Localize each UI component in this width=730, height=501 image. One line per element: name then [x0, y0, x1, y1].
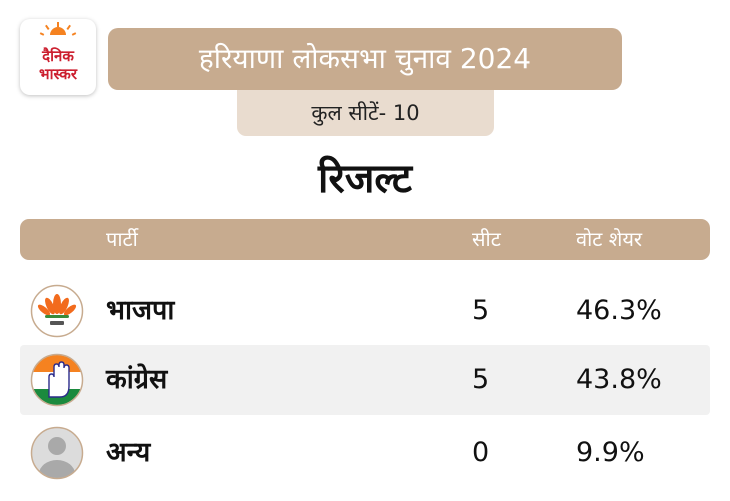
- party-name: अन्य: [106, 437, 151, 468]
- page-title: हरियाणा लोकसभा चुनाव 2024: [108, 28, 622, 90]
- hand-icon: [30, 353, 84, 407]
- vote-share: 46.3%: [576, 295, 662, 326]
- seat-count: 5: [472, 364, 490, 395]
- table-row: भाजपा 5 46.3%: [20, 276, 710, 346]
- party-name: कांग्रेस: [106, 364, 168, 395]
- sun-icon: दैनिक भास्कर: [39, 22, 78, 83]
- dainik-bhaskar-logo: दैनिक भास्कर: [20, 19, 96, 95]
- vote-share: 9.9%: [576, 437, 645, 468]
- person-avatar-icon: [30, 426, 84, 480]
- table-row: कांग्रेस 5 43.8%: [20, 345, 710, 415]
- result-heading: रिजल्ट: [318, 156, 412, 202]
- party-name: भाजपा: [106, 295, 175, 326]
- table-header: पार्टी सीट वोट शेयर: [20, 219, 710, 260]
- total-seats-label: कुल सीटें- 10: [237, 90, 494, 136]
- seat-count: 5: [472, 295, 490, 326]
- column-header-seats: सीट: [472, 227, 501, 251]
- table-row: अन्य 0 9.9%: [20, 418, 710, 488]
- column-header-party: पार्टी: [106, 227, 138, 251]
- lotus-icon: [30, 284, 84, 338]
- vote-share: 43.8%: [576, 364, 662, 395]
- brand-line-2: भास्कर: [39, 65, 78, 83]
- brand-line-1: दैनिक: [41, 47, 75, 65]
- seat-count: 0: [472, 437, 490, 468]
- column-header-vote-share: वोट शेयर: [576, 227, 643, 251]
